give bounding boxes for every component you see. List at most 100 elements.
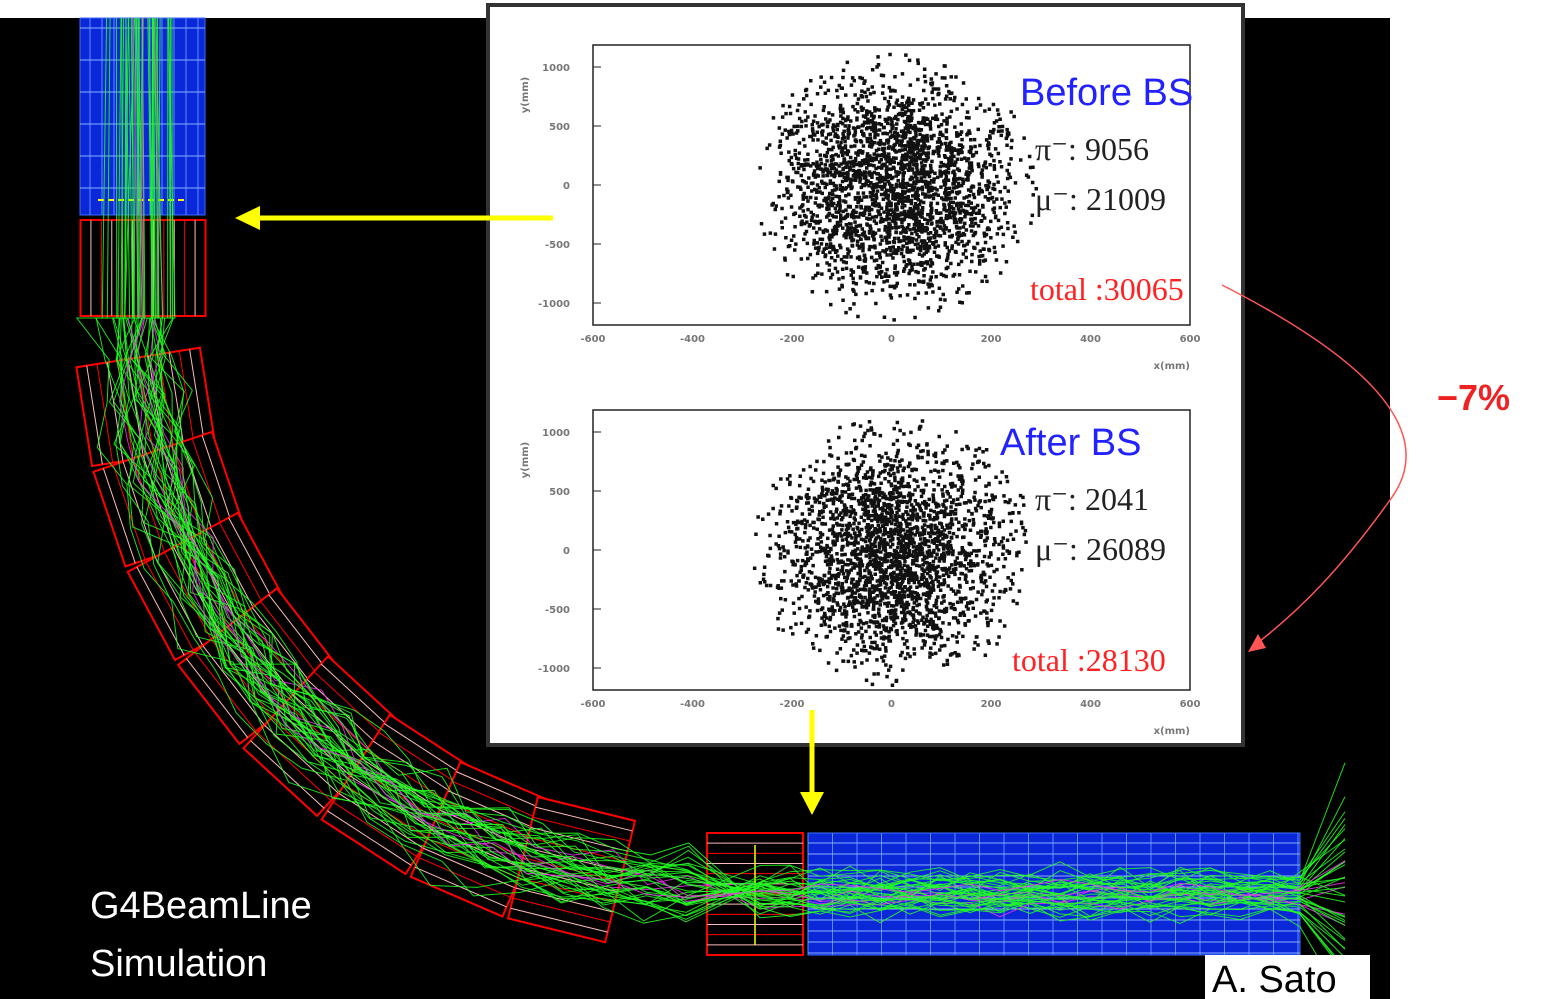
magnet-line: [191, 438, 225, 534]
y-tick-label: 1000: [542, 63, 570, 74]
x-tick-label: -200: [779, 334, 804, 345]
y-tick-label: 1000: [542, 428, 570, 439]
total-count: total :28130: [1012, 642, 1166, 678]
magnet-line: [418, 857, 511, 898]
y-tick-label: -500: [545, 240, 570, 251]
magnet-line: [313, 671, 388, 740]
magnet-line: [162, 448, 195, 544]
track: [153, 17, 1344, 999]
track: [111, 17, 1346, 906]
magnet-line: [136, 566, 185, 656]
track: [113, 17, 1346, 920]
arrow-head: [1248, 634, 1266, 652]
track: [149, 17, 1346, 949]
panel-title: After BS: [1000, 422, 1142, 464]
track: [146, 17, 1346, 940]
x-tick-label: 0: [888, 699, 895, 710]
magnet-line: [181, 441, 215, 537]
y-tick-label: 0: [563, 181, 570, 192]
muon-count: μ⁻: 26089: [1035, 531, 1166, 567]
arrow-head: [800, 792, 824, 815]
track: [95, 17, 1346, 913]
magnet-line: [532, 816, 631, 842]
y-tick-label: -1000: [538, 664, 570, 675]
magnet-line: [219, 522, 268, 612]
reduction-arrow: [1221, 284, 1407, 646]
magnet-line: [260, 600, 323, 681]
x-tick-label: -400: [680, 334, 705, 345]
magnet-line: [163, 551, 213, 641]
magnet-line: [447, 790, 540, 831]
track: [75, 17, 1346, 924]
magnet-line: [185, 658, 249, 738]
total-count: total :30065: [1030, 271, 1184, 307]
x-tick-label: 400: [1080, 334, 1101, 345]
x-tick-label: -600: [580, 334, 605, 345]
x-tick-label: 200: [981, 334, 1002, 345]
x-tick-label: 600: [1180, 334, 1201, 345]
track: [119, 17, 1346, 898]
magnet-line: [451, 780, 545, 822]
scatter-cloud: [758, 52, 1038, 322]
x-tick-label: 200: [981, 699, 1002, 710]
track: [124, 17, 1346, 898]
track: [133, 17, 1346, 922]
plots: 1000 500 0 -500 -1000 -600 -400 -200 0 200 400 600 x…: [520, 44, 1201, 737]
track: [145, 17, 1346, 926]
magnet-line: [251, 607, 314, 687]
track: [156, 17, 1346, 950]
magnet-line: [250, 740, 325, 809]
magnet-line: [178, 350, 196, 450]
magnet-line: [327, 810, 412, 866]
x-tick-label: 400: [1080, 699, 1101, 710]
scatter-cloud: [752, 419, 1028, 687]
x-tick-label: -600: [580, 699, 605, 710]
magnet-line: [218, 632, 282, 713]
credit-box: [1205, 955, 1370, 999]
x-tick-label: 600: [1180, 699, 1201, 710]
magnet-line: [189, 349, 206, 449]
reduction-label: −7%: [1437, 377, 1510, 418]
magnet-line: [378, 731, 463, 788]
magnet-line: [517, 877, 616, 903]
track: [158, 17, 1346, 959]
x-axis-label: x(mm): [1154, 361, 1190, 372]
y-tick-label: -1000: [538, 299, 570, 310]
magnet-line: [515, 887, 613, 913]
pion-count: π⁻: 9056: [1035, 131, 1149, 167]
magnet-line: [456, 771, 549, 812]
magnet-line: [264, 724, 339, 794]
beamline: [75, 17, 1346, 999]
panel-title: Before BS: [1020, 72, 1193, 114]
pion-count: π⁻: 2041: [1035, 481, 1149, 517]
magnet-line: [383, 723, 469, 779]
magnet-line: [535, 806, 633, 832]
track: [144, 17, 1346, 910]
y-axis-label: y(mm): [520, 77, 531, 114]
y-tick-label: 500: [549, 487, 570, 498]
magnet-line: [145, 561, 194, 651]
magnet-line: [510, 907, 608, 933]
magnet-line: [268, 594, 331, 675]
magnet-line: [338, 792, 423, 849]
y-tick-label: 500: [549, 122, 570, 133]
magnet-line: [102, 468, 136, 564]
muon-count: μ⁻: 21009: [1035, 181, 1166, 217]
magnet-line: [228, 517, 277, 607]
x-tick-label: -400: [680, 699, 705, 710]
x-tick-label: -200: [779, 699, 804, 710]
magnet-line: [202, 645, 265, 726]
credit: A. Sato: [1212, 959, 1337, 999]
y-axis-label: y(mm): [520, 442, 531, 479]
magnet-line: [194, 651, 257, 732]
arrow-head: [235, 206, 260, 230]
magnet-line: [512, 897, 611, 923]
track: [94, 17, 1346, 922]
y-tick-label: 0: [563, 546, 570, 557]
magnet-line: [86, 365, 103, 465]
track: [130, 17, 1346, 917]
x-tick-label: 0: [888, 334, 895, 345]
caption: Simulation: [90, 943, 267, 985]
track: [115, 17, 1346, 917]
